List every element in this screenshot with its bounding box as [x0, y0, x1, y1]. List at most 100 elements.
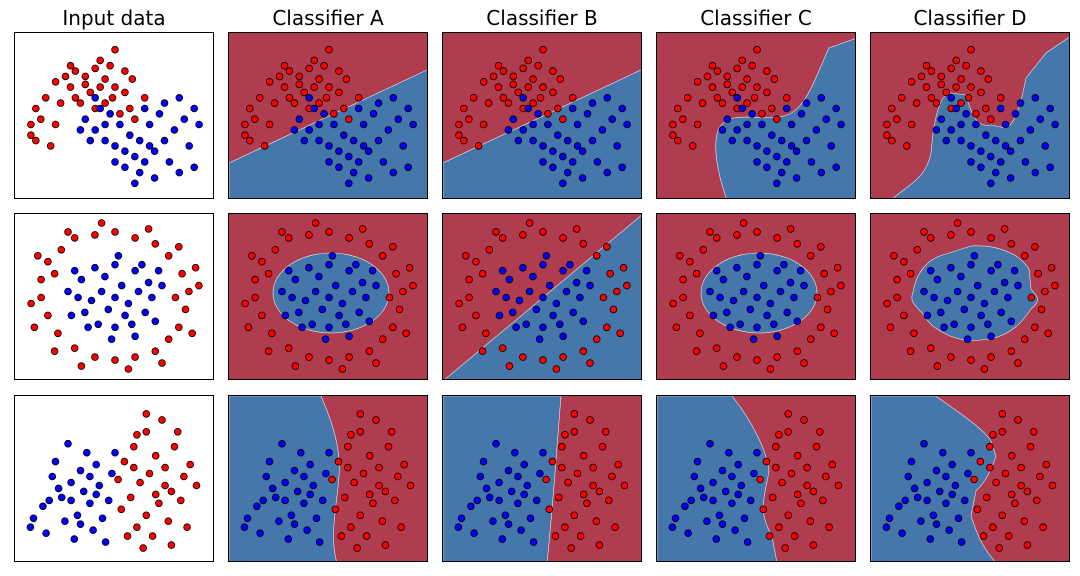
data-point-red: [268, 329, 276, 338]
data-point-red: [947, 353, 955, 361]
data-point-blue: [158, 281, 166, 290]
data-point-blue: [770, 320, 778, 329]
data-point-red: [498, 234, 507, 242]
data-point-red: [529, 99, 537, 107]
data-point-blue: [77, 275, 86, 284]
data-point-red: [489, 72, 498, 81]
data-point-red: [765, 532, 774, 540]
data-point-blue: [943, 296, 952, 305]
data-point-red: [886, 323, 895, 332]
data-point-red: [195, 281, 203, 290]
data-point-blue: [151, 317, 160, 326]
data-point-red: [158, 359, 166, 367]
data-point-blue: [687, 496, 696, 505]
data-point-red: [455, 299, 463, 308]
data-point-red: [381, 541, 390, 549]
title-classifier-b: Classifier B: [486, 6, 598, 30]
data-point-red: [1017, 463, 1025, 472]
data-point-blue: [492, 287, 500, 296]
data-point-blue: [960, 496, 969, 505]
data-point-red: [1031, 242, 1039, 251]
data-point-blue: [618, 163, 627, 172]
data-point-red: [673, 136, 682, 145]
data-point-blue: [753, 293, 761, 302]
data-point-red: [883, 299, 891, 308]
data-point-blue: [67, 311, 76, 320]
data-point-red: [883, 120, 891, 129]
data-point-red: [171, 293, 180, 302]
data-point-blue: [763, 163, 771, 172]
data-point-blue: [519, 263, 527, 272]
data-point-red: [809, 541, 818, 549]
data-point-blue: [559, 179, 567, 188]
data-point-red: [554, 493, 563, 502]
scatter-plot: [27, 219, 203, 373]
data-point-blue: [170, 126, 179, 134]
data-point-red: [773, 234, 781, 242]
decision-region: [229, 396, 340, 561]
data-point-blue: [736, 320, 744, 329]
data-point-red: [183, 523, 191, 531]
data-point-blue: [932, 126, 941, 134]
data-point-blue: [726, 323, 734, 332]
data-point-blue: [723, 115, 732, 123]
data-point-red: [589, 481, 597, 490]
data-point-red: [325, 228, 333, 236]
data-point-red: [295, 72, 304, 81]
data-point-red: [46, 142, 55, 150]
data-point-blue: [140, 104, 149, 113]
data-point-red: [353, 544, 361, 552]
scatter-plot: [657, 214, 855, 379]
data-point-red: [344, 463, 352, 472]
data-point-blue: [96, 104, 104, 113]
data-point-red: [616, 329, 625, 338]
data-point-red: [131, 234, 139, 242]
data-point-red: [753, 45, 761, 54]
data-point-red: [356, 511, 365, 520]
data-point-blue: [305, 263, 313, 272]
data-point-red: [758, 110, 766, 118]
data-point-blue: [746, 305, 755, 314]
data-point-blue: [573, 120, 582, 129]
data-point-blue: [278, 439, 286, 448]
data-point-red: [120, 457, 129, 466]
data-point-blue: [776, 287, 785, 296]
data-point-blue: [545, 281, 554, 290]
data-point-red: [570, 427, 579, 436]
data-point-red: [519, 64, 527, 73]
data-point-red: [142, 410, 151, 418]
data-point-red: [976, 457, 985, 466]
data-point-red: [494, 61, 503, 70]
data-point-blue: [108, 469, 116, 478]
data-point-red: [479, 120, 488, 129]
scatter-plot: [443, 396, 641, 561]
data-point-blue: [563, 136, 572, 145]
data-point-blue: [86, 136, 95, 145]
data-point-red: [1020, 335, 1029, 343]
data-point-red: [539, 228, 547, 236]
data-point-red: [151, 451, 160, 460]
data-point-red: [375, 463, 383, 472]
data-point-blue: [281, 311, 290, 320]
data-point-red: [41, 94, 50, 102]
data-point-blue: [753, 142, 761, 150]
data-point-blue: [967, 260, 975, 269]
data-point-blue: [790, 293, 798, 302]
data-point-red: [603, 323, 611, 332]
data-point-blue: [70, 535, 79, 543]
data-point-red: [499, 67, 508, 75]
data-point-blue: [696, 484, 705, 493]
data-point-red: [505, 362, 514, 370]
data-point-red: [1034, 269, 1042, 278]
data-point-red: [1039, 523, 1047, 531]
data-point-blue: [495, 496, 503, 505]
data-point-red: [161, 463, 169, 472]
data-point-blue: [539, 142, 547, 150]
data-point-blue: [987, 266, 995, 275]
data-point-blue: [111, 323, 119, 332]
data-point-red: [338, 365, 347, 373]
data-point-blue: [743, 272, 751, 281]
data-point-blue: [259, 496, 268, 505]
data-point-red: [1033, 496, 1041, 505]
data-point-blue: [734, 460, 742, 469]
